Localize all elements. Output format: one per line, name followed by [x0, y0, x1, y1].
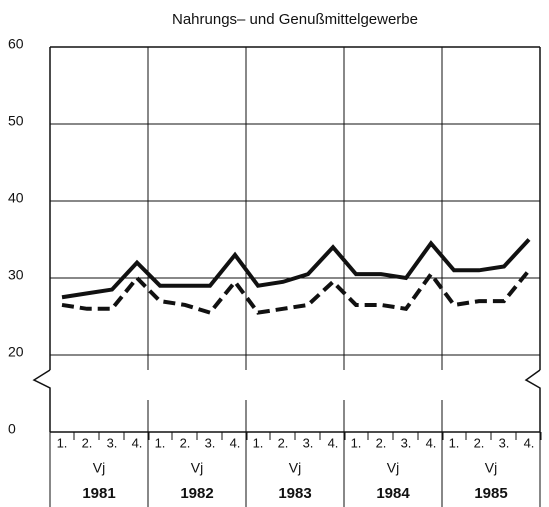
group-label: Vj: [387, 460, 399, 476]
chart-title: Nahrungs– und Genußmittelgewerbe: [172, 11, 418, 28]
x-tick-label: 3.: [401, 435, 412, 450]
group-label: Vj: [485, 460, 497, 476]
x-tick-label: 2.: [82, 435, 93, 450]
x-tick-label: 4.: [230, 435, 241, 450]
x-tick-label: 2.: [376, 435, 387, 450]
x-tick-label: 1.: [351, 435, 362, 450]
year-label: 1982: [180, 485, 213, 502]
group-label: Vj: [191, 460, 203, 476]
x-tick-label: 3.: [205, 435, 216, 450]
year-label: 1983: [278, 485, 311, 502]
axis-break-left: [32, 369, 51, 432]
series-line: [61, 238, 531, 300]
group-label: Vj: [289, 460, 301, 476]
x-tick-label: 1.: [253, 435, 264, 450]
x-tick-label: 4.: [328, 435, 339, 450]
y-tick-label: 0: [8, 421, 16, 437]
x-tick-label: 1.: [449, 435, 460, 450]
x-tick-label: 2.: [278, 435, 289, 450]
x-tick-label: 4.: [132, 435, 143, 450]
x-tick-label: 1.: [155, 435, 166, 450]
x-tick-label: 2.: [474, 435, 485, 450]
x-tick-label: 2.: [180, 435, 191, 450]
series-line: [61, 269, 531, 315]
y-tick-label: 60: [8, 36, 24, 52]
group-label: Vj: [93, 460, 105, 476]
x-tick-label: 3.: [107, 435, 118, 450]
axis-break-right: [524, 369, 541, 432]
year-label: 1984: [376, 485, 410, 502]
x-tick-label: 1.: [57, 435, 68, 450]
x-tick-label: 3.: [499, 435, 510, 450]
y-tick-label: 50: [8, 113, 24, 129]
x-tick-label: 4.: [524, 435, 535, 450]
y-tick-label: 40: [8, 190, 24, 206]
y-tick-label: 30: [8, 267, 24, 283]
year-label: 1981: [82, 485, 115, 502]
x-tick-label: 4.: [426, 435, 437, 450]
x-tick-label: 3.: [303, 435, 314, 450]
year-label: 1985: [474, 485, 507, 502]
y-tick-label: 20: [8, 344, 24, 360]
